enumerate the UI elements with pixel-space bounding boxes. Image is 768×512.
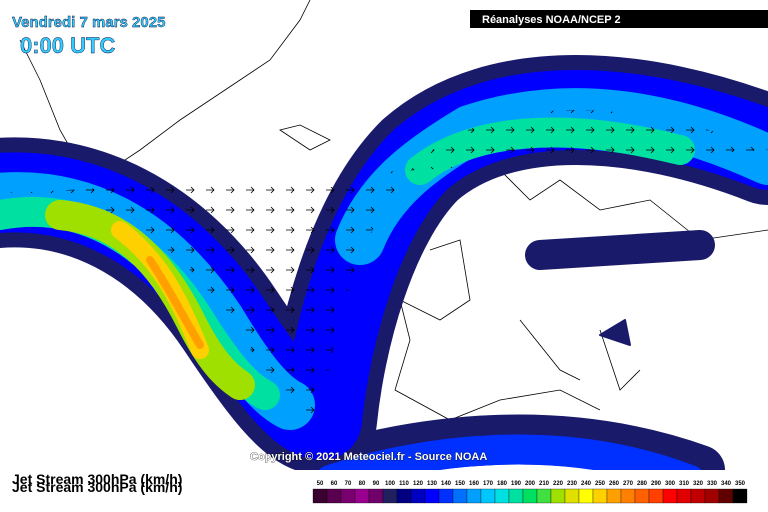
scale-swatch	[578, 488, 594, 504]
scale-label: 300	[665, 481, 676, 487]
time: 0:00 UTC	[20, 33, 115, 58]
scale-label: 280	[637, 481, 648, 487]
scale-label: 220	[553, 481, 564, 487]
scale-swatch	[438, 488, 454, 504]
scale-label: 70	[345, 481, 352, 487]
scale-label: 290	[651, 481, 662, 487]
scale-swatch	[466, 488, 482, 504]
scale-swatch	[340, 488, 356, 504]
scale-label: 130	[427, 481, 438, 487]
scale-label: 60	[331, 481, 338, 487]
scale-label: 210	[539, 481, 550, 487]
scale-swatch	[354, 488, 370, 504]
scale-label: 120	[413, 481, 424, 487]
scale-swatch	[522, 488, 538, 504]
scale-label: 150	[455, 481, 466, 487]
copyright: Copyright © 2021 Meteociel.fr - Source N…	[250, 451, 487, 463]
scale-swatch	[718, 488, 734, 504]
scale-swatch	[312, 488, 328, 504]
scale-swatch	[662, 488, 678, 504]
scale-label: 260	[609, 481, 620, 487]
scale-label: 170	[483, 481, 494, 487]
scale-swatch	[326, 488, 342, 504]
scale-label: 110	[399, 481, 409, 487]
scale-label: 240	[581, 481, 592, 487]
scale-swatch	[494, 488, 510, 504]
legend-title-shadow: Jet Stream 300hPa (km/h)	[12, 479, 182, 495]
scale-swatch	[382, 488, 398, 504]
legend-title: Jet Stream 300hPa (km/h)	[12, 471, 182, 487]
scale-label: 250	[595, 481, 606, 487]
scale-swatch	[704, 488, 720, 504]
scale-swatch	[606, 488, 622, 504]
scale-label: 80	[359, 481, 366, 487]
scale-swatch	[368, 488, 384, 504]
scale-swatch	[732, 488, 748, 504]
scale-swatch	[648, 488, 664, 504]
scale-swatch	[592, 488, 608, 504]
scale-swatch	[396, 488, 412, 504]
scale-swatch	[564, 488, 580, 504]
scale-label: 320	[693, 481, 704, 487]
source-label: Réanalyses NOAA/NCEP 2	[482, 14, 621, 26]
scale-label: 90	[373, 481, 380, 487]
scale-label: 100	[385, 481, 396, 487]
scale-label: 310	[679, 481, 690, 487]
scale-swatch	[550, 488, 566, 504]
scale-label: 140	[441, 481, 452, 487]
source-box	[470, 10, 768, 28]
scale-label: 160	[469, 481, 480, 487]
scale-label: 330	[707, 481, 718, 487]
scale-swatch	[480, 488, 496, 504]
scale-label: 190	[511, 481, 522, 487]
date: Vendredi 7 mars 2025	[12, 14, 165, 31]
scale-label: 270	[623, 481, 634, 487]
scale-swatch	[508, 488, 524, 504]
scale-swatch	[452, 488, 468, 504]
scale-swatch	[536, 488, 552, 504]
scale-swatch	[690, 488, 706, 504]
scale-swatch	[676, 488, 692, 504]
scale-label: 340	[721, 481, 732, 487]
scale-label: 200	[525, 481, 536, 487]
scale-label: 180	[497, 481, 508, 487]
scale-swatch	[634, 488, 650, 504]
scale-label: 350	[735, 481, 746, 487]
color-scale: 50 60 70 80 90 100 110 120 130 140 150 160 170 180 190…	[312, 481, 748, 504]
scale-swatch	[410, 488, 426, 504]
scale-swatch	[620, 488, 636, 504]
scale-swatch	[424, 488, 440, 504]
scale-label: 50	[317, 481, 324, 487]
scale-label: 230	[567, 481, 578, 487]
